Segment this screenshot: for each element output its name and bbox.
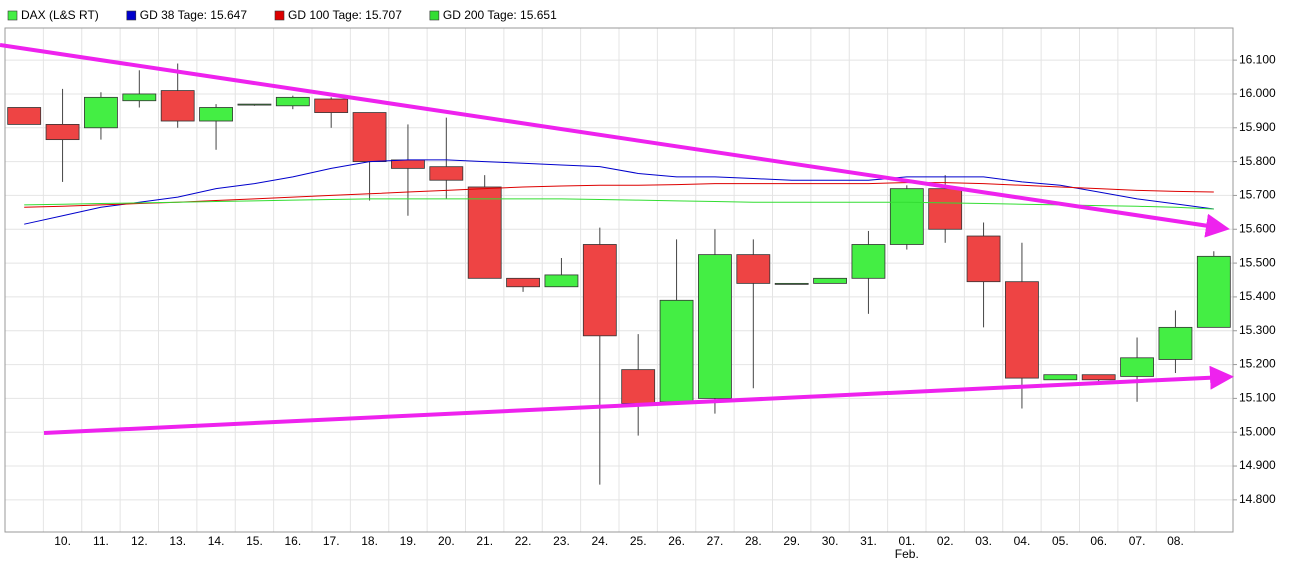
x-tick-label: 10. (54, 534, 71, 548)
legend-label: DAX (L&S RT) (21, 8, 99, 22)
x-tick-label: 20. (437, 534, 455, 548)
y-tick-label: 15.400 (1239, 289, 1276, 303)
candle-body (1005, 281, 1039, 379)
x-tick-label: 14. (207, 534, 225, 548)
trend-line (0, 43, 1230, 238)
legend-swatch (429, 10, 440, 21)
candle-body (659, 299, 694, 403)
y-tick-label: 15.000 (1239, 424, 1276, 438)
legend-label: GD 100 Tage: 15.707 (288, 8, 402, 22)
x-tick-label: 19. (399, 534, 417, 548)
x-tick-label: 02. (936, 534, 954, 548)
candle-body (736, 254, 771, 284)
candle-body (1120, 357, 1154, 377)
x-tick-label: 26. (668, 534, 685, 548)
x-tick-label: 01. Feb. (894, 534, 919, 561)
y-tick-label: 15.200 (1239, 357, 1276, 371)
candle-body (928, 188, 963, 230)
grid (5, 28, 1237, 532)
candle-body (698, 254, 732, 399)
trend-line (43, 365, 1234, 435)
candle-body (1081, 374, 1116, 381)
x-tick-label: 23. (553, 534, 570, 548)
candle-body (391, 159, 425, 169)
legend-label: GD 38 Tage: 15.647 (140, 8, 248, 22)
x-tick-label: 27. (706, 534, 724, 548)
candle-body (314, 98, 349, 113)
moving-average-line (24, 182, 1214, 208)
y-tick-label: 14.900 (1239, 458, 1276, 472)
candle-body (774, 282, 809, 285)
y-tick-label: 16.100 (1239, 52, 1276, 66)
x-tick-label: 18. (361, 534, 378, 548)
candle-body (467, 186, 502, 279)
x-tick-label: 30. (821, 534, 839, 548)
x-tick-label: 04. (1013, 534, 1031, 548)
x-tick-label: 22. (514, 534, 532, 548)
candle-body (7, 107, 42, 125)
candle-body (160, 90, 195, 122)
x-tick-label: 17. (322, 534, 340, 548)
candle-body (813, 277, 847, 284)
x-tick-label: 21. (476, 534, 494, 548)
x-tick-label: 12. (130, 534, 148, 548)
x-tick-label: 24. (591, 534, 609, 548)
moving-average-line (24, 198, 1214, 210)
candle-body (352, 112, 387, 163)
candle-body (429, 166, 464, 181)
x-tick-label: 31. (860, 534, 877, 548)
y-tick-label: 15.100 (1239, 391, 1276, 405)
candle-body (1158, 326, 1193, 360)
y-tick-label: 16.000 (1239, 86, 1276, 100)
candle-body (966, 235, 1001, 283)
candle-body (582, 244, 617, 337)
y-tick-label: 15.500 (1239, 255, 1276, 269)
plot (7, 63, 1231, 485)
x-tick-label: 13. (169, 534, 187, 548)
x-tick-label: 03. (975, 534, 992, 548)
y-tick-label: 15.300 (1239, 323, 1276, 337)
candle-body (275, 96, 310, 107)
y-tick-label: 15.700 (1239, 188, 1276, 202)
candle-body (851, 244, 886, 279)
candle-body (506, 277, 540, 288)
candle-body (889, 188, 924, 245)
candle-body (1196, 255, 1231, 328)
plot-frame (4, 27, 1234, 533)
y-tick-label: 15.800 (1239, 154, 1276, 168)
x-tick-label: 11. (93, 534, 109, 548)
moving-average-line (24, 159, 1214, 225)
candle-body (199, 107, 233, 122)
legend-label: GD 200 Tage: 15.651 (443, 8, 557, 22)
x-tick-label: 05. (1051, 534, 1069, 548)
candle-body (621, 369, 656, 404)
y-tick-label: 15.600 (1239, 221, 1276, 235)
candle-body (45, 124, 80, 141)
legend-swatch (126, 10, 137, 21)
y-tick-label: 15.900 (1239, 120, 1276, 134)
legend-swatch (274, 10, 285, 21)
candle-body (122, 93, 157, 102)
x-tick-label: 08. (1167, 534, 1184, 548)
x-tick-label: 15. (246, 534, 263, 548)
candle-body (237, 103, 272, 106)
x-tick-label: 16. (284, 534, 302, 548)
x-tick-label: 06. (1090, 534, 1108, 548)
x-tick-label: 29. (783, 534, 801, 548)
candle-body (84, 96, 118, 129)
x-tick-label: 28. (744, 534, 762, 548)
x-tick-label: 25. (629, 534, 647, 548)
candle-body (1043, 374, 1078, 381)
y-tick-label: 14.800 (1239, 492, 1276, 506)
legend-swatch (7, 10, 18, 21)
legend: DAX (L&S RT) GD 38 Tage: 15.647 GD 100 Tag… (7, 8, 557, 22)
x-tick-label: 07. (1128, 534, 1146, 548)
candle-body (544, 274, 579, 288)
